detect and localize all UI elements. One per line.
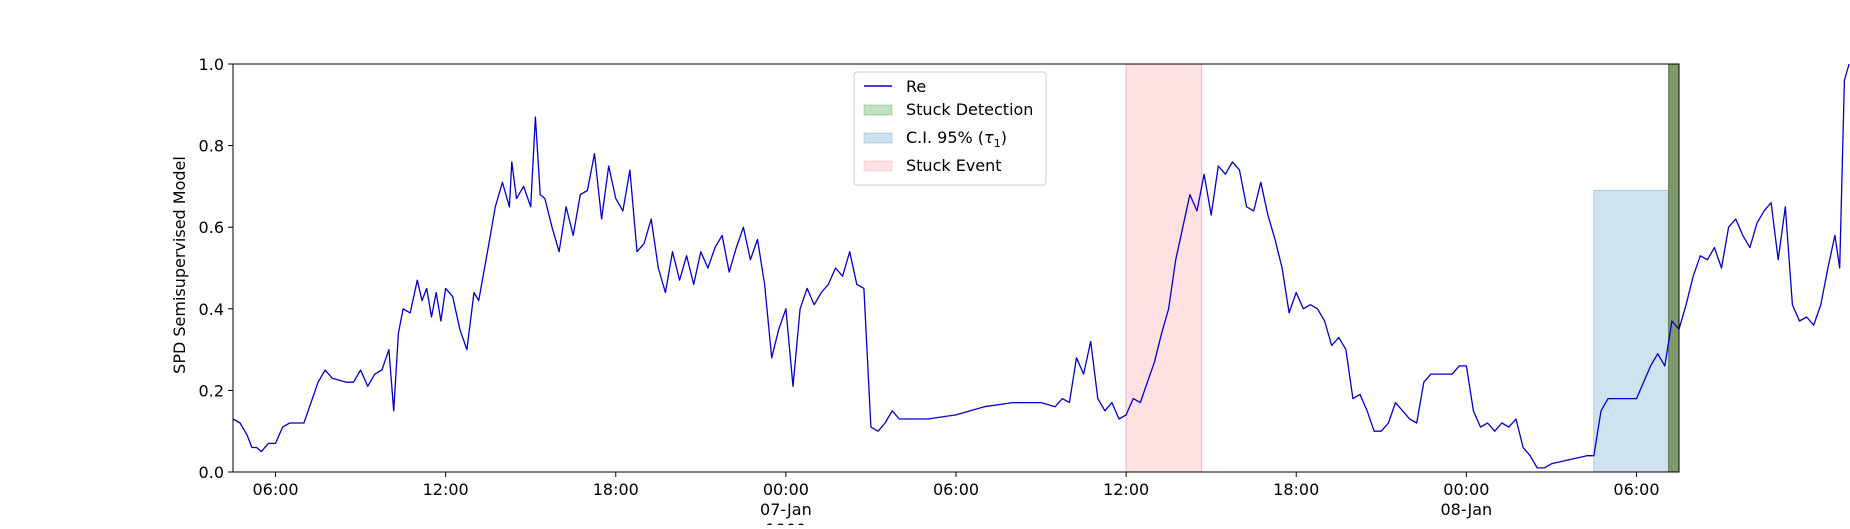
legend-label-ci: C.I. 95% (τ1) (906, 128, 1007, 150)
x-tick-label: 12:00 (1103, 480, 1149, 499)
x-tick-label: 06:00 (1613, 480, 1659, 499)
legend-swatch-ci (863, 132, 893, 144)
y-tick-label: 0.8 (199, 137, 224, 156)
legend-label-stuck-event: Stuck Event (906, 156, 1002, 175)
axes-layer: 0.00.20.40.60.81.006:00 12:00 18:00 00:0007… (199, 55, 1680, 529)
spans-layer (1125, 63, 1680, 473)
x-tick-label: 06:00 (252, 480, 298, 499)
y-tick-label: 0.2 (199, 381, 224, 400)
x-tick-year-label: 1900 (766, 520, 807, 525)
x-tick-label: 12:00 (423, 480, 469, 499)
legend-label-re: Re (906, 77, 926, 96)
x-tick-label: 18:00 (1273, 480, 1319, 499)
x-tick-label: 00:00 (1443, 480, 1489, 499)
y-tick-label: 0.6 (199, 218, 224, 237)
y-axis-label: SPD Semisupervised Model (170, 156, 189, 374)
x-tick-label: 18:00 (593, 480, 639, 499)
span-stuck-event (1125, 63, 1203, 473)
x-tick-label: 06:00 (933, 480, 979, 499)
legend-frame (853, 71, 1047, 186)
legend-swatch-stuck-event (863, 160, 893, 172)
line-layer (232, 63, 1850, 469)
x-tick-label: 00:00 (763, 480, 809, 499)
y-tick-label: 0.0 (199, 463, 224, 482)
legend: Re Stuck Detection C.I. 95% (τ1) Stuck E… (853, 71, 1047, 186)
legend-label-stuck-detection: Stuck Detection (906, 100, 1033, 119)
y-tick-label: 1.0 (199, 55, 224, 74)
legend-swatch-stuck-detection (863, 104, 893, 116)
span-c-i-95-1 (1593, 189, 1680, 473)
series-line-re (232, 63, 1850, 469)
y-tick-label: 0.4 (199, 300, 224, 319)
x-tick-date-label: 08-Jan (1441, 500, 1493, 519)
x-tick-date-label: 07-Jan (760, 500, 812, 519)
span-stuck-detection (1668, 63, 1680, 473)
